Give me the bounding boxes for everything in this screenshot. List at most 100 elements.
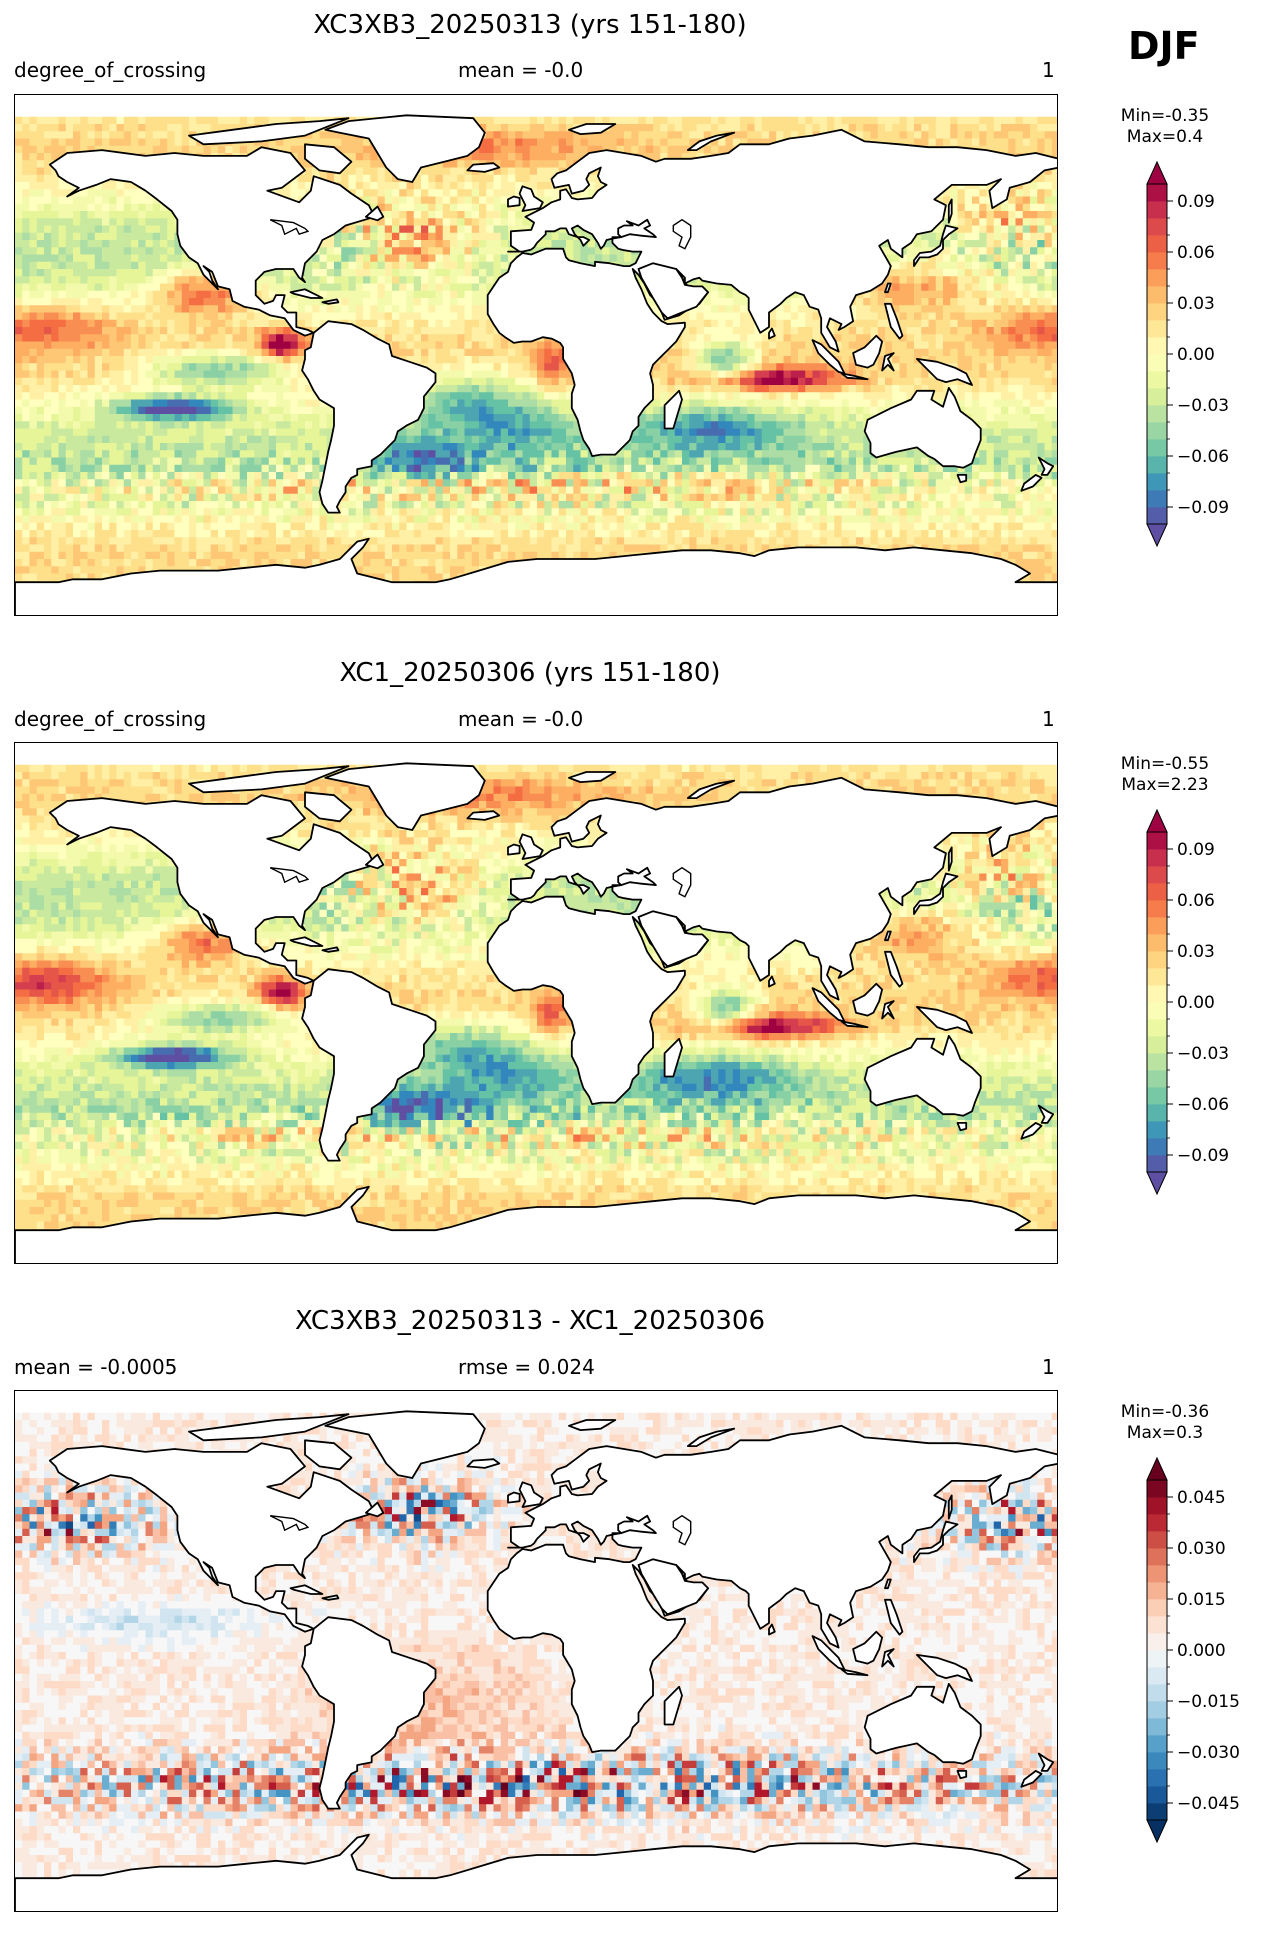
heatmap-cell [123, 218, 132, 226]
heatmap-cell [174, 305, 183, 313]
heatmap-cell [384, 305, 393, 313]
heatmap-cell [1015, 283, 1024, 292]
heatmap-cell [754, 116, 763, 125]
heatmap-cell [80, 283, 88, 292]
heatmap-cell [326, 254, 335, 263]
heatmap-cell [94, 131, 103, 139]
heatmap-cell [1022, 247, 1031, 255]
heatmap-cell [972, 116, 980, 125]
heatmap-cell [906, 254, 915, 263]
heatmap-cell [65, 283, 74, 292]
heatmap-cell [109, 348, 117, 357]
heatmap-cell [689, 363, 697, 371]
heatmap-cell [131, 232, 139, 241]
heatmap-cell [276, 189, 284, 197]
heatmap-cell [421, 232, 429, 241]
heatmap-cell [145, 334, 154, 342]
heatmap-cell [537, 348, 545, 357]
heatmap-cell [515, 153, 523, 161]
heatmap-cell [479, 312, 487, 321]
heatmap-cell [145, 290, 154, 299]
heatmap-cell [906, 283, 915, 292]
heatmap-cell [22, 254, 30, 263]
heatmap-cell [1022, 138, 1031, 147]
heatmap-cell [747, 327, 755, 335]
heatmap-cell [848, 341, 857, 350]
heatmap-cell [1022, 356, 1031, 364]
heatmap-cell [276, 269, 284, 277]
heatmap-cell [1037, 232, 1045, 241]
heatmap-cell [174, 312, 183, 321]
heatmap-cell [740, 341, 748, 350]
heatmap-cell [464, 290, 473, 299]
heatmap-cell [573, 116, 581, 125]
heatmap-cell [986, 124, 995, 132]
heatmap-cell [80, 189, 88, 197]
heatmap-cell [290, 269, 299, 277]
heatmap-cell [102, 356, 110, 364]
heatmap-cell [508, 218, 516, 226]
heatmap-cell [58, 283, 67, 292]
heatmap-cell [986, 341, 995, 350]
heatmap-cell [15, 167, 23, 176]
heatmap-cell [580, 138, 589, 147]
heatmap-cell [392, 261, 400, 270]
heatmap-cell [689, 356, 697, 364]
heatmap-cell [145, 203, 154, 212]
heatmap-cell [957, 218, 966, 226]
heatmap-cell [116, 254, 125, 263]
heatmap-cell [319, 240, 328, 248]
heatmap-cell [283, 298, 291, 306]
heatmap-cell [73, 145, 81, 154]
heatmap-cell [450, 290, 458, 299]
heatmap-cell [51, 319, 59, 328]
heatmap-cell [44, 261, 52, 270]
heatmap-cell [957, 283, 966, 292]
heatmap-cell [210, 312, 219, 321]
heatmap-cell [1015, 131, 1024, 139]
heatmap-cell [471, 196, 480, 205]
heatmap-cell [1037, 131, 1045, 139]
heatmap-cell [1001, 298, 1009, 306]
heatmap-cell [740, 348, 748, 357]
heatmap-cell [102, 298, 110, 306]
heatmap-cell [58, 196, 67, 205]
heatmap-cell [442, 225, 451, 234]
heatmap-cell [979, 341, 987, 350]
heatmap-cell [537, 145, 545, 154]
heatmap-cell [1037, 334, 1045, 342]
heatmap-cell [972, 290, 980, 299]
heatmap-cell [972, 232, 980, 241]
heatmap-cell [109, 312, 117, 321]
heatmap-cell [370, 247, 378, 255]
heatmap-cell [558, 240, 567, 248]
heatmap-cell [29, 211, 38, 219]
heatmap-cell [341, 240, 349, 248]
heatmap-cell [696, 341, 705, 350]
heatmap-cell [377, 160, 386, 168]
heatmap-cell [131, 247, 139, 255]
heatmap-cell [36, 276, 45, 284]
heatmap-cell [44, 145, 52, 154]
heatmap-cell [406, 334, 415, 342]
heatmap-cell [587, 138, 596, 147]
heatmap-cell [261, 290, 270, 299]
heatmap-cell [363, 145, 371, 154]
heatmap-cell [972, 247, 980, 255]
heatmap-cell [1001, 116, 1009, 125]
heatmap-cell [218, 327, 226, 335]
heatmap-cell [305, 167, 313, 176]
heatmap-cell [551, 341, 560, 350]
heatmap-cell [725, 341, 734, 350]
heatmap-cell [138, 290, 146, 299]
heatmap-cell [131, 138, 139, 147]
heatmap-cell [435, 327, 444, 335]
heatmap-cell [138, 261, 146, 270]
heatmap-cell [392, 327, 400, 335]
heatmap-cell [312, 254, 320, 263]
heatmap-cell [123, 312, 132, 321]
heatmap-cell [123, 348, 132, 357]
heatmap-cell [943, 327, 951, 335]
heatmap-cell [109, 319, 117, 328]
heatmap-cell [44, 254, 52, 263]
